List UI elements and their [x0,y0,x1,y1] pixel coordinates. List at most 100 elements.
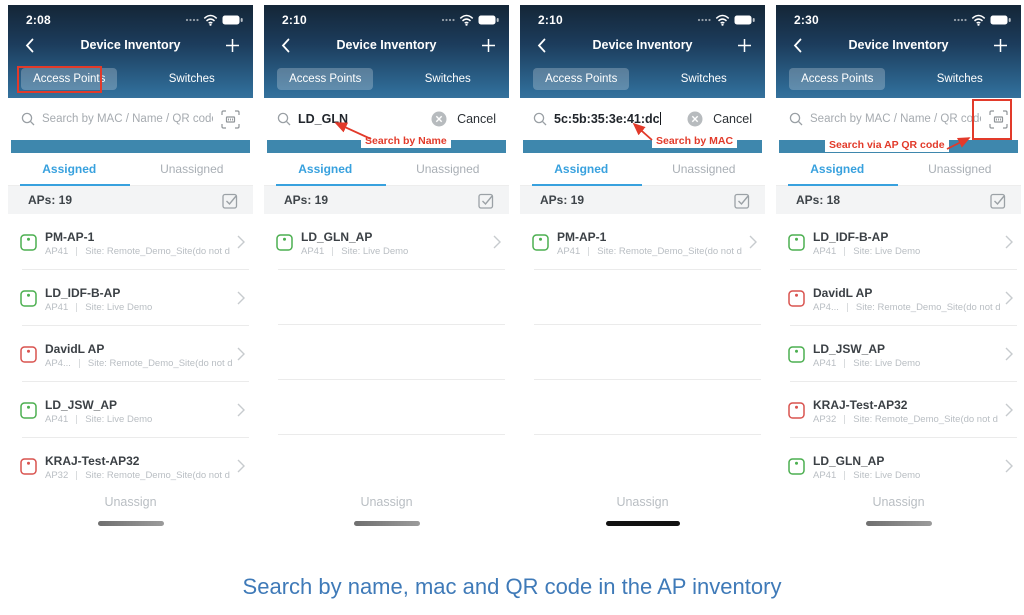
ap-name: LD_IDF-B-AP [813,229,889,244]
chevron-right-icon [237,235,245,249]
list-item[interactable]: LD_JSW_AP AP41 Site: Live Demo [8,382,253,438]
annotation-box-qr-icon [972,99,1012,140]
ap-name: PM-AP-1 [557,229,607,244]
ap-name: DavidL AP [813,285,873,300]
list-item[interactable]: DavidL AP AP4... Site: Remote_Demo_Site(d… [776,270,1021,326]
subtab-assigned[interactable]: Assigned [42,162,97,176]
chevron-right-icon [749,235,757,249]
qr-scan-icon[interactable] [989,109,1008,129]
subtab-unassigned[interactable]: Unassigned [416,162,480,176]
subtab-unassigned[interactable]: Unassigned [160,162,224,176]
tab-access-points[interactable]: Access Points [789,68,886,90]
clear-search-icon[interactable] [687,111,703,127]
list-item[interactable]: LD_GLN_AP AP41 Site: Live Demo [776,438,1021,494]
select-all-checkbox[interactable] [222,192,239,209]
select-all-checkbox[interactable] [990,192,1007,209]
add-device-icon[interactable] [736,38,752,53]
search-bar[interactable]: Search by MAC / Name / QR code [776,98,1021,140]
list-item[interactable]: LD_JSW_AP AP41 Site: Live Demo [776,326,1021,382]
unassign-button[interactable]: Unassign [360,495,413,509]
unassign-button[interactable]: Unassign [872,495,925,509]
back-icon[interactable] [21,38,37,53]
ap-site: Site: Live Demo [853,469,921,481]
ap-count: APs: 19 [540,193,585,207]
tab-access-points[interactable]: Access Points [21,68,118,90]
search-input[interactable]: 5c:5b:35:3e:41:dc [554,112,662,126]
annotation-arrow [946,137,971,150]
add-device-icon[interactable] [224,38,240,53]
divider [332,246,334,256]
add-device-icon[interactable] [992,38,1008,53]
tab-access-points[interactable]: Access Points [533,68,630,90]
select-all-checkbox[interactable] [734,192,751,209]
assignment-tabs: Assigned Unassigned [264,153,509,186]
ap-model: AP4... [45,357,71,369]
ap-name: KRAJ-Test-AP32 [45,453,140,468]
ap-site: Site: Remote_Demo_Site(do not d [855,301,1001,313]
home-indicator[interactable] [97,521,164,526]
back-icon[interactable] [533,38,549,53]
list-item[interactable]: PM-AP-1 AP41 Site: Remote_Demo_Site(do no… [520,214,765,270]
ap-status-icon [788,233,805,251]
ap-count-row: APs: 19 [8,186,253,214]
unassign-button[interactable]: Unassign [104,495,157,509]
list-item[interactable]: LD_GLN_AP AP41 Site: Live Demo [264,214,509,270]
cancel-button[interactable]: Cancel [713,112,752,126]
subtab-assigned[interactable]: Assigned [554,162,609,176]
search-bar[interactable]: LD_GLN Cancel [264,98,509,140]
home-indicator[interactable] [605,521,680,526]
home-indicator[interactable] [353,521,420,526]
ap-model: AP41 [45,413,69,425]
cancel-button[interactable]: Cancel [457,112,496,126]
nav-bar: Device Inventory [264,30,509,60]
add-device-icon[interactable] [480,38,496,53]
search-placeholder: Search by MAC / Name / QR code [810,113,981,125]
page-title: Device Inventory [336,38,437,52]
ap-model: AP4... [813,301,839,313]
list-item[interactable]: KRAJ-Test-AP32 AP32 Site: Remote_Demo_Sit… [776,382,1021,438]
subtab-assigned[interactable]: Assigned [298,162,353,176]
subtab-unassigned[interactable]: Unassigned [672,162,736,176]
list-item[interactable]: LD_IDF-B-AP AP41 Site: Live Demo [776,214,1021,270]
search-bar[interactable]: Search by MAC / Name / QR code [8,98,253,140]
tab-switches[interactable]: Switches [680,73,727,85]
divider [76,246,78,256]
divider [76,470,78,480]
tab-switches[interactable]: Switches [424,73,471,85]
app-header: 2:30 Device Inventory Access Points Swit… [776,5,1021,98]
tab-switches[interactable]: Switches [168,73,215,85]
signal-dots-icon [185,18,199,22]
list-item[interactable]: KRAJ-Test-AP32 AP32 Site: Remote_Demo_Sit… [8,438,253,494]
clear-search-icon[interactable] [431,111,447,127]
ap-status-icon [276,233,293,251]
ap-model: AP41 [301,245,325,257]
ap-model: AP32 [813,413,837,425]
ap-list: PM-AP-1 AP41 Site: Remote_Demo_Site(do no… [520,214,765,435]
list-item[interactable]: DavidL AP AP4... Site: Remote_Demo_Site(d… [8,326,253,382]
ap-status-icon [532,233,549,251]
list-item[interactable]: PM-AP-1 AP41 Site: Remote_Demo_Site(do no… [8,214,253,270]
status-icons [441,14,499,26]
select-all-checkbox[interactable] [478,192,495,209]
status-bar: 2:10 [264,5,509,27]
tab-access-points[interactable]: Access Points [277,68,374,90]
subtab-unassigned[interactable]: Unassigned [928,162,992,176]
list-item[interactable]: LD_IDF-B-AP AP41 Site: Live Demo [8,270,253,326]
unassign-button[interactable]: Unassign [616,495,669,509]
ap-site: Site: Remote_Demo_Site(do not d [853,413,998,425]
qr-scan-icon[interactable] [221,109,240,129]
back-icon[interactable] [789,38,805,53]
back-icon[interactable] [277,38,293,53]
ap-name: KRAJ-Test-AP32 [813,397,908,412]
tab-switches[interactable]: Switches [936,73,983,85]
battery-icon [222,15,243,25]
subtab-assigned[interactable]: Assigned [810,162,865,176]
home-indicator[interactable] [865,521,932,526]
divider [76,414,78,424]
ap-count-row: APs: 19 [264,186,509,214]
chevron-right-icon [1005,403,1013,417]
assignment-tabs: Assigned Unassigned [520,153,765,186]
ap-model: AP41 [813,469,837,481]
status-bar: 2:10 [520,5,765,27]
empty-row [520,325,765,380]
